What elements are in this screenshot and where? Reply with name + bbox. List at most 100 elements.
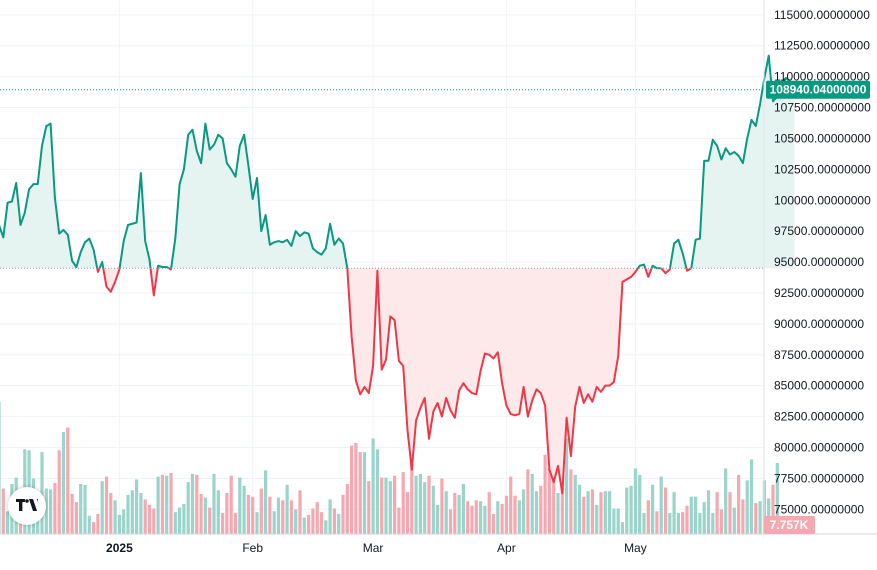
- price-line-down: [102, 268, 121, 293]
- volume-bar: [504, 495, 508, 534]
- tradingview-logo[interactable]: [8, 487, 46, 525]
- price-line-down: [346, 267, 639, 495]
- volume-bar: [332, 508, 336, 534]
- volume-bar: [517, 500, 521, 534]
- volume-bar: [362, 452, 367, 534]
- volume-bar: [612, 508, 616, 534]
- volume-bar: [603, 491, 607, 534]
- volume-bar: [414, 475, 418, 534]
- volume-bar: [560, 463, 564, 534]
- volume-bar: [169, 473, 173, 534]
- volume-bar: [345, 483, 349, 534]
- volume-bar: [6, 511, 10, 534]
- volume-bar: [173, 512, 177, 534]
- volume-bar: [444, 491, 448, 534]
- volume-bar: [590, 489, 594, 534]
- volume-bar: [513, 495, 517, 534]
- volume-bar: [139, 493, 143, 534]
- volume-bar: [728, 492, 732, 534]
- volume-bar: [294, 509, 298, 534]
- volume-bar: [663, 487, 668, 534]
- volume-bar: [694, 496, 698, 534]
- volume-bar: [582, 496, 586, 534]
- volume-bar: [522, 489, 526, 534]
- volume-bar: [92, 522, 96, 534]
- volume-bar: [732, 507, 736, 534]
- volume-bar: [238, 477, 242, 534]
- volume-bar: [474, 500, 478, 534]
- volume-bar: [233, 513, 238, 534]
- volume-bar: [190, 473, 195, 534]
- volume-label: 7.757K: [770, 518, 809, 532]
- volume-bar: [470, 505, 474, 534]
- volume-bar: [539, 485, 543, 534]
- axis-badges: 108940.04000000 7.757K: [764, 80, 870, 534]
- volume-bars: [0, 402, 779, 534]
- volume-bar: [100, 481, 104, 534]
- x-tick-label: Feb: [242, 541, 263, 555]
- volume-bar: [715, 492, 719, 534]
- time-axis[interactable]: 2025 Feb Mar Apr May: [106, 541, 647, 555]
- volume-bar: [440, 478, 444, 534]
- volume-bar: [49, 489, 53, 534]
- volume-bar: [203, 497, 207, 534]
- volume-bar: [264, 470, 268, 534]
- volume-bar: [302, 517, 306, 534]
- price-line-down: [96, 267, 101, 273]
- volume-bar: [225, 493, 229, 534]
- area-fill-above: [0, 123, 98, 269]
- volume-bar: [1, 488, 5, 534]
- volume-bar: [526, 469, 530, 534]
- volume-bar: [212, 473, 216, 534]
- y-tick-label: 105000.00000000: [774, 131, 871, 145]
- price-axis[interactable]: 75000.00000000 77500.00000000 80000.000000…: [774, 8, 871, 516]
- volume-bar: [380, 477, 384, 534]
- volume-bar: [565, 438, 569, 534]
- volume-bar: [483, 505, 487, 534]
- volume-bar: [629, 485, 633, 534]
- volume-bar: [754, 503, 758, 534]
- volume-bar: [388, 481, 392, 534]
- volume-bar: [431, 485, 435, 534]
- volume-bar: [685, 505, 689, 534]
- y-tick-label: 107500.00000000: [774, 101, 871, 115]
- volume-bar: [104, 476, 109, 534]
- volume-bar: [229, 475, 233, 534]
- volume-bar: [130, 490, 134, 534]
- volume-bar: [315, 502, 319, 534]
- y-tick-label: 90000.00000000: [774, 317, 864, 331]
- volume-bar: [165, 475, 169, 534]
- volume-bar: [0, 402, 1, 534]
- volume-bar: [40, 452, 44, 534]
- volume-bar: [156, 476, 160, 534]
- volume-bar: [410, 444, 414, 534]
- volume-bar: [87, 515, 91, 534]
- volume-bar: [479, 501, 483, 534]
- volume-bar: [620, 522, 625, 534]
- price-line-down: [149, 268, 159, 297]
- volume-bar: [328, 499, 332, 534]
- price-line-down: [685, 267, 692, 272]
- volume-bar: [337, 513, 341, 534]
- area-fill-above: [691, 55, 795, 269]
- volume-bar: [616, 508, 620, 534]
- volume-bar: [496, 501, 500, 534]
- volume-bar: [741, 499, 745, 534]
- volume-bar: [543, 454, 547, 534]
- volume-bar: [208, 507, 212, 534]
- y-tick-label: 115000.00000000: [774, 8, 870, 22]
- volume-bar: [651, 484, 655, 534]
- x-tick-label: Apr: [497, 541, 516, 555]
- volume-bar: [534, 491, 539, 534]
- price-line-up: [0, 122, 99, 269]
- volume-bar: [466, 501, 470, 534]
- volume-bar: [143, 499, 147, 534]
- last-price-label: 108940.04000000: [770, 83, 867, 97]
- volume-bar: [74, 502, 78, 534]
- volume-bar: [655, 511, 659, 534]
- volume-bar: [152, 508, 156, 534]
- volume-bar: [199, 493, 203, 534]
- volume-bar: [367, 481, 371, 534]
